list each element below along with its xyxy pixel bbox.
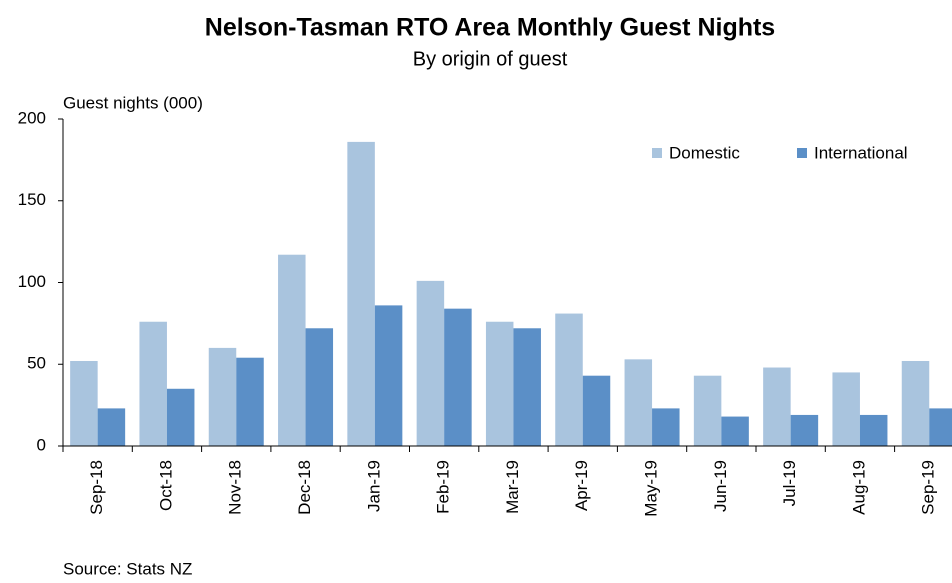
x-tick-label: Sep-19	[919, 460, 938, 515]
bar	[416, 280, 445, 446]
bar	[513, 328, 541, 446]
x-tick-label: Jun-19	[711, 460, 730, 512]
bar	[832, 372, 860, 446]
x-tick-label: Oct-18	[156, 460, 175, 511]
bar	[70, 360, 98, 446]
legend-label: Domestic	[669, 143, 740, 162]
x-tick-label: Sep-18	[87, 460, 106, 515]
bar	[721, 416, 749, 446]
bar	[929, 408, 952, 446]
bar	[693, 375, 722, 446]
plot: 0 50 100 150 200 Sep-18 Oct-18 Nov-18 Dec-18 Jan-…	[18, 108, 952, 517]
x-tick-label: Feb-19	[434, 460, 453, 514]
bar	[444, 308, 472, 446]
chart-title: Nelson-Tasman RTO Area Monthly Guest Nig…	[205, 14, 775, 42]
bar	[236, 357, 264, 446]
x-tick-label: Aug-19	[849, 460, 868, 515]
y-tick-label: 50	[27, 354, 46, 373]
x-tick-label: May-19	[642, 460, 661, 517]
x-tick-label: Mar-19	[503, 460, 522, 514]
bar	[139, 321, 167, 446]
bar	[624, 359, 653, 446]
bar	[166, 388, 195, 446]
x-tick-label: Apr-19	[572, 460, 591, 511]
bar	[582, 375, 611, 446]
x-tick-label: Dec-18	[295, 460, 314, 515]
bar	[790, 414, 819, 446]
y-tick-label: 0	[37, 435, 46, 454]
bar	[763, 367, 791, 446]
x-tick-label: Jul-19	[780, 460, 799, 506]
bar	[208, 347, 237, 446]
bar	[305, 328, 334, 446]
bar	[555, 313, 583, 446]
bar	[859, 414, 888, 446]
legend-label: International	[814, 143, 908, 162]
y-tick-label: 200	[18, 108, 46, 127]
bar	[485, 321, 514, 446]
legend-swatch	[652, 148, 662, 158]
bar	[652, 408, 680, 446]
source: Source: Stats NZ	[63, 559, 192, 578]
bar	[97, 408, 126, 446]
y-tick-label: 100	[18, 272, 46, 291]
x-tick-label: Jan-19	[364, 460, 383, 512]
x-tick-label: Nov-18	[226, 460, 245, 515]
bar	[901, 360, 930, 446]
bar	[347, 141, 375, 446]
bar	[278, 254, 306, 446]
legend-swatch	[797, 148, 807, 158]
bar	[374, 305, 403, 446]
chart-subtitle: By origin of guest	[413, 48, 568, 70]
y-axis-label: Guest nights (000)	[63, 93, 203, 112]
y-tick-label: 150	[18, 190, 46, 209]
